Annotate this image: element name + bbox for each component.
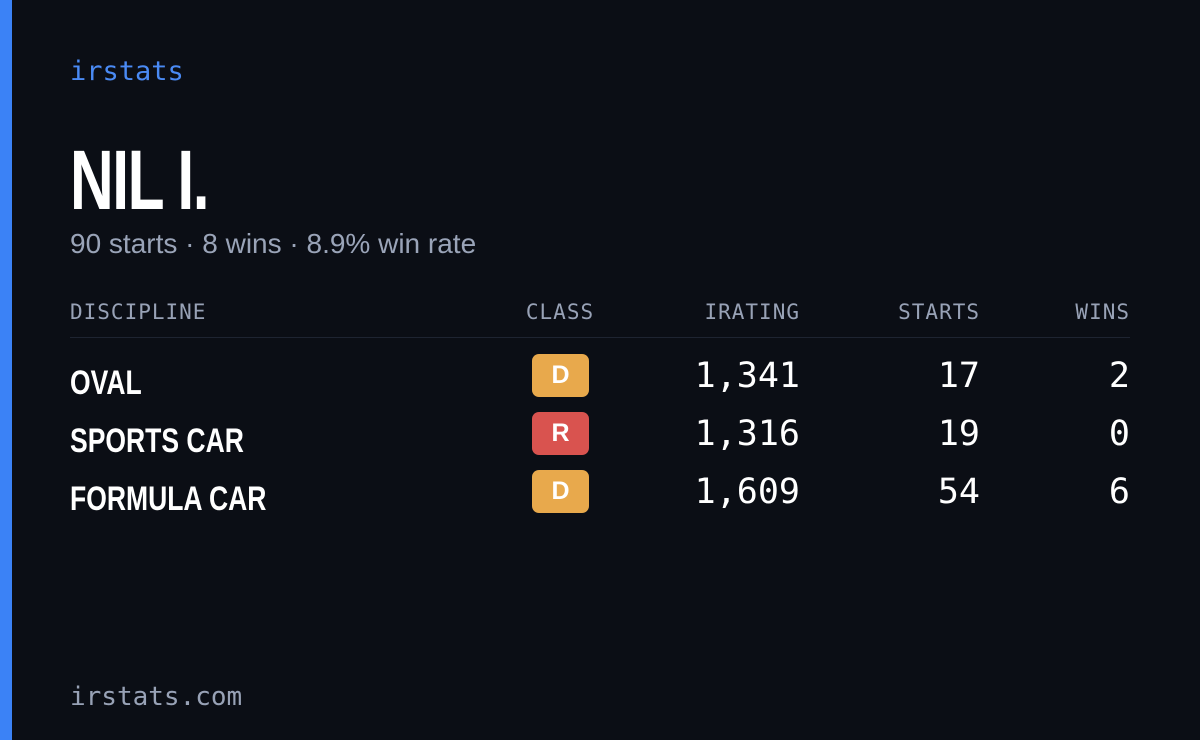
class-badge: R — [532, 412, 589, 455]
discipline: FORMULA CAR — [70, 480, 267, 518]
class-badge: D — [532, 354, 589, 397]
irating: 1,609 — [694, 472, 800, 512]
column-header: CLASS — [525, 300, 595, 324]
irating: 1,316 — [694, 414, 800, 454]
wins: 0 — [1108, 414, 1130, 454]
column-header: WINS — [1075, 300, 1130, 324]
starts: 17 — [937, 356, 980, 396]
accent-bar — [0, 0, 12, 740]
wins: 6 — [1108, 472, 1130, 512]
starts: 19 — [937, 414, 980, 454]
driver-name: NIL I. — [70, 133, 210, 227]
header-rule — [70, 337, 1130, 338]
brand: irstats — [70, 56, 184, 87]
discipline: SPORTS CAR — [70, 422, 244, 460]
irating: 1,341 — [694, 356, 800, 396]
class-badge: D — [532, 470, 589, 513]
wins: 2 — [1108, 356, 1130, 396]
column-header: IRATING — [704, 300, 800, 324]
driver-summary: 90 starts · 8 wins · 8.9% win rate — [70, 228, 477, 259]
discipline: OVAL — [70, 364, 142, 402]
column-header: DISCIPLINE — [70, 300, 207, 324]
column-header: STARTS — [898, 300, 980, 324]
starts: 54 — [937, 472, 980, 512]
footer: irstats.com — [70, 682, 243, 712]
